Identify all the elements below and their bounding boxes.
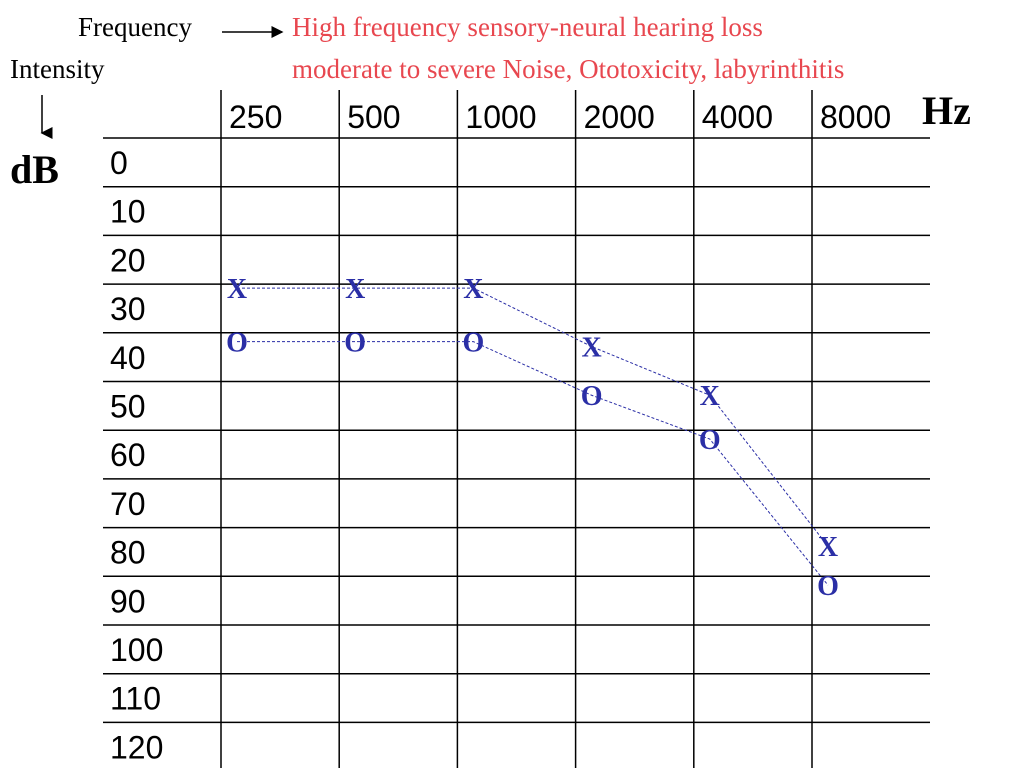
x-tick-label: 4000 [702,99,773,135]
y-tick-label: 90 [110,583,146,619]
x-tick-label: 1000 [465,99,536,135]
y-tick-label: 100 [110,632,163,668]
y-tick-label: 70 [110,486,146,522]
x-tick-label: 8000 [820,99,891,135]
data-point-o: O [581,381,603,412]
data-point-x: X [345,274,365,305]
x-unit-label: Hz [922,88,971,133]
y-unit-label: dB [10,147,59,192]
y-tick-label: 80 [110,535,146,571]
data-point-x: X [818,532,838,563]
y-tick-label: 60 [110,437,146,473]
x-tick-label: 2000 [584,99,655,135]
data-point-o: O [226,328,248,359]
y-tick-label: 10 [110,194,146,230]
data-point-o: O [344,328,366,359]
series-line-x [237,287,829,547]
tick-labels: 250 500 1000 2000 4000 8000 0 10 20 30 40 50 60 70 80 9… [110,99,891,765]
y-tick-label: 110 [110,681,161,717]
y-tick-label: 30 [110,291,146,327]
data-point-x: X [227,274,247,305]
frequency-label: Frequency [78,12,192,42]
y-tick-label: 20 [110,242,146,278]
chart-title-line1: High frequency sensory-neural hearing lo… [292,12,763,42]
series-line-o [237,341,829,586]
data-point-x: X [700,381,720,412]
data-point-o: O [463,328,485,359]
intensity-label: Intensity [10,54,105,84]
y-tick-label: 50 [110,389,146,425]
x-tick-label: 250 [229,99,282,135]
y-tick-label: 40 [110,340,146,376]
x-tick-label: 500 [347,99,400,135]
data-point-x: X [463,274,483,305]
data-point-x: X [581,333,601,364]
data-point-o: O [817,571,839,602]
chart-title-line2: moderate to severe Noise, Ototoxicity, l… [292,54,844,84]
grid [103,90,930,768]
y-tick-label: 0 [110,145,128,181]
y-tick-label: 120 [110,729,163,765]
data-point-o: O [699,425,721,456]
